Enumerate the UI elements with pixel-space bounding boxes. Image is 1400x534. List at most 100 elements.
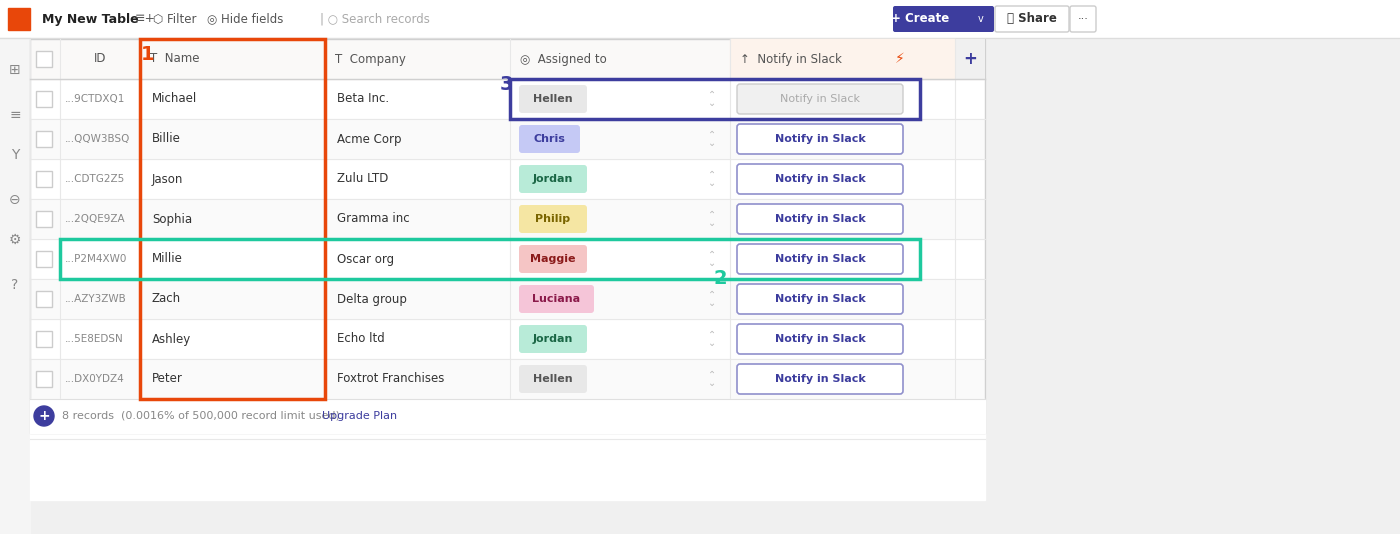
FancyBboxPatch shape xyxy=(995,6,1070,32)
Text: Peter: Peter xyxy=(153,373,183,386)
Text: Notify in Slack: Notify in Slack xyxy=(774,334,865,344)
Bar xyxy=(29,39,986,500)
Text: Philip: Philip xyxy=(535,214,571,224)
Bar xyxy=(29,119,986,159)
FancyBboxPatch shape xyxy=(967,6,994,32)
Text: ...2QQE9ZA: ...2QQE9ZA xyxy=(64,214,126,224)
FancyBboxPatch shape xyxy=(519,285,594,313)
Bar xyxy=(36,91,52,107)
FancyBboxPatch shape xyxy=(519,205,587,233)
Text: ...DX0YDZ4: ...DX0YDZ4 xyxy=(64,374,125,384)
Text: ...5E8EDSN: ...5E8EDSN xyxy=(64,334,123,344)
Text: +: + xyxy=(963,50,977,68)
Text: Beta Inc.: Beta Inc. xyxy=(337,92,389,106)
Text: ↑  Notify in Slack: ↑ Notify in Slack xyxy=(741,52,841,66)
Text: Notify in Slack: Notify in Slack xyxy=(774,174,865,184)
Text: Notify in Slack: Notify in Slack xyxy=(774,254,865,264)
Text: ⌃
⌄: ⌃ ⌄ xyxy=(708,370,715,388)
Text: +: + xyxy=(38,409,50,423)
Text: Notify in Slack: Notify in Slack xyxy=(774,374,865,384)
Bar xyxy=(29,399,986,433)
Text: ⊞: ⊞ xyxy=(10,63,21,77)
Text: 3: 3 xyxy=(500,75,512,93)
Text: ...QQW3BSQ: ...QQW3BSQ xyxy=(64,134,130,144)
Text: Notify in Slack: Notify in Slack xyxy=(774,134,865,144)
Text: Ashley: Ashley xyxy=(153,333,192,345)
Text: Hellen: Hellen xyxy=(533,374,573,384)
Bar xyxy=(36,131,52,147)
Bar xyxy=(36,291,52,307)
Text: Foxtrot Franchises: Foxtrot Franchises xyxy=(337,373,444,386)
Text: ⌃
⌄: ⌃ ⌄ xyxy=(708,250,715,268)
Text: 1: 1 xyxy=(141,45,155,65)
Bar xyxy=(29,359,986,399)
Text: ⌃
⌄: ⌃ ⌄ xyxy=(708,170,715,188)
FancyBboxPatch shape xyxy=(1070,6,1096,32)
Bar xyxy=(955,39,986,79)
Text: v: v xyxy=(979,14,984,24)
Bar xyxy=(8,8,29,30)
Text: ◎ Hide fields: ◎ Hide fields xyxy=(207,12,283,26)
Text: Gramma inc: Gramma inc xyxy=(337,213,410,225)
Text: ⊖: ⊖ xyxy=(10,193,21,207)
Bar xyxy=(140,39,325,399)
Text: ≡: ≡ xyxy=(10,108,21,122)
FancyBboxPatch shape xyxy=(736,124,903,154)
Text: ⟁ Share: ⟁ Share xyxy=(1007,12,1057,26)
Text: ...AZY3ZWB: ...AZY3ZWB xyxy=(64,294,127,304)
Text: ⌃
⌄: ⌃ ⌄ xyxy=(708,290,715,308)
FancyBboxPatch shape xyxy=(736,244,903,274)
Text: Billie: Billie xyxy=(153,132,181,145)
Text: ...CDTG2Z5: ...CDTG2Z5 xyxy=(64,174,125,184)
Text: + Create: + Create xyxy=(890,12,949,26)
Bar xyxy=(0,0,1400,38)
Text: ⌃
⌄: ⌃ ⌄ xyxy=(708,90,715,108)
Text: Delta group: Delta group xyxy=(337,293,407,305)
Text: T  Company: T Company xyxy=(335,52,406,66)
Text: Zach: Zach xyxy=(153,293,181,305)
Bar xyxy=(29,39,986,79)
Text: 2: 2 xyxy=(713,269,727,287)
Text: Y: Y xyxy=(11,148,20,162)
FancyBboxPatch shape xyxy=(519,325,587,353)
FancyBboxPatch shape xyxy=(736,164,903,194)
Bar xyxy=(729,39,955,79)
Text: ...9CTDXQ1: ...9CTDXQ1 xyxy=(64,94,126,104)
FancyBboxPatch shape xyxy=(519,365,587,393)
FancyBboxPatch shape xyxy=(736,84,903,114)
FancyBboxPatch shape xyxy=(519,165,587,193)
Text: ⬡ Filter: ⬡ Filter xyxy=(153,12,197,26)
Text: ⌃
⌄: ⌃ ⌄ xyxy=(708,130,715,148)
Text: ?: ? xyxy=(11,278,18,292)
Bar xyxy=(36,331,52,347)
FancyBboxPatch shape xyxy=(519,125,580,153)
FancyBboxPatch shape xyxy=(893,6,972,32)
Text: ···: ··· xyxy=(1078,14,1088,24)
Bar xyxy=(36,371,52,387)
Bar xyxy=(36,171,52,187)
Text: ⚡: ⚡ xyxy=(895,52,904,66)
Text: Jordan: Jordan xyxy=(533,174,573,184)
Text: ◎  Assigned to: ◎ Assigned to xyxy=(519,52,606,66)
Text: Zulu LTD: Zulu LTD xyxy=(337,172,388,185)
Text: Chris: Chris xyxy=(533,134,566,144)
Text: ⌃
⌄: ⌃ ⌄ xyxy=(708,210,715,228)
Text: Upgrade Plan: Upgrade Plan xyxy=(322,411,398,421)
FancyBboxPatch shape xyxy=(736,204,903,234)
Bar xyxy=(510,79,920,119)
FancyBboxPatch shape xyxy=(736,324,903,354)
Text: ID: ID xyxy=(94,52,106,66)
Text: Sophia: Sophia xyxy=(153,213,192,225)
FancyBboxPatch shape xyxy=(519,85,587,113)
Bar xyxy=(29,39,986,433)
Text: Jordan: Jordan xyxy=(533,334,573,344)
Text: T  Name: T Name xyxy=(150,52,199,66)
Text: Notify in Slack: Notify in Slack xyxy=(774,214,865,224)
FancyBboxPatch shape xyxy=(736,284,903,314)
Text: Notify in Slack: Notify in Slack xyxy=(780,94,860,104)
Text: Oscar org: Oscar org xyxy=(337,253,395,265)
Text: ≡+: ≡+ xyxy=(134,12,155,26)
Bar xyxy=(36,211,52,227)
Text: Millie: Millie xyxy=(153,253,183,265)
Text: | ○ Search records: | ○ Search records xyxy=(321,12,430,26)
